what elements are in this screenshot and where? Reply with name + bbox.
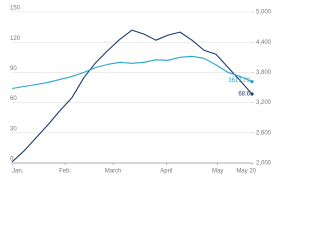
y-tick-label: 60 (10, 96, 17, 102)
y-tick-label: 90 (10, 66, 17, 72)
y2-tick-label: 3,200 (256, 100, 272, 106)
x-tick-label: Feb. (59, 169, 71, 175)
end-dot (250, 79, 254, 84)
series-line (11, 29, 253, 163)
y-tick-label: 0 (10, 157, 14, 163)
x-tick-label: Jan. (12, 169, 24, 175)
y-tick-label: 120 (10, 36, 21, 42)
x-tick-label: May (212, 169, 223, 175)
y2-tick-label: 2,000 (256, 161, 272, 167)
y2-tick-label: 5,000 (256, 10, 272, 16)
end-label: 68.6 (238, 92, 250, 98)
x-tick-label: March (105, 169, 122, 175)
y2-tick-label: 2,600 (256, 130, 272, 136)
series-line (11, 55, 253, 90)
y2-tick-label: 3,800 (256, 70, 272, 76)
y-tick-label: 150 (10, 6, 21, 12)
x-tick-label: April (160, 169, 172, 175)
y-tick-label: 30 (10, 126, 17, 132)
end-label: 3617.79 (228, 78, 250, 84)
x-tick-label: May 20 (236, 169, 256, 175)
end-dot (250, 92, 254, 96)
y2-tick-label: 4,400 (256, 40, 272, 46)
chart: 0 30 60 90 120 150 2,000 2,600 3,200 3,800 4,400 5,… (10, 6, 272, 175)
